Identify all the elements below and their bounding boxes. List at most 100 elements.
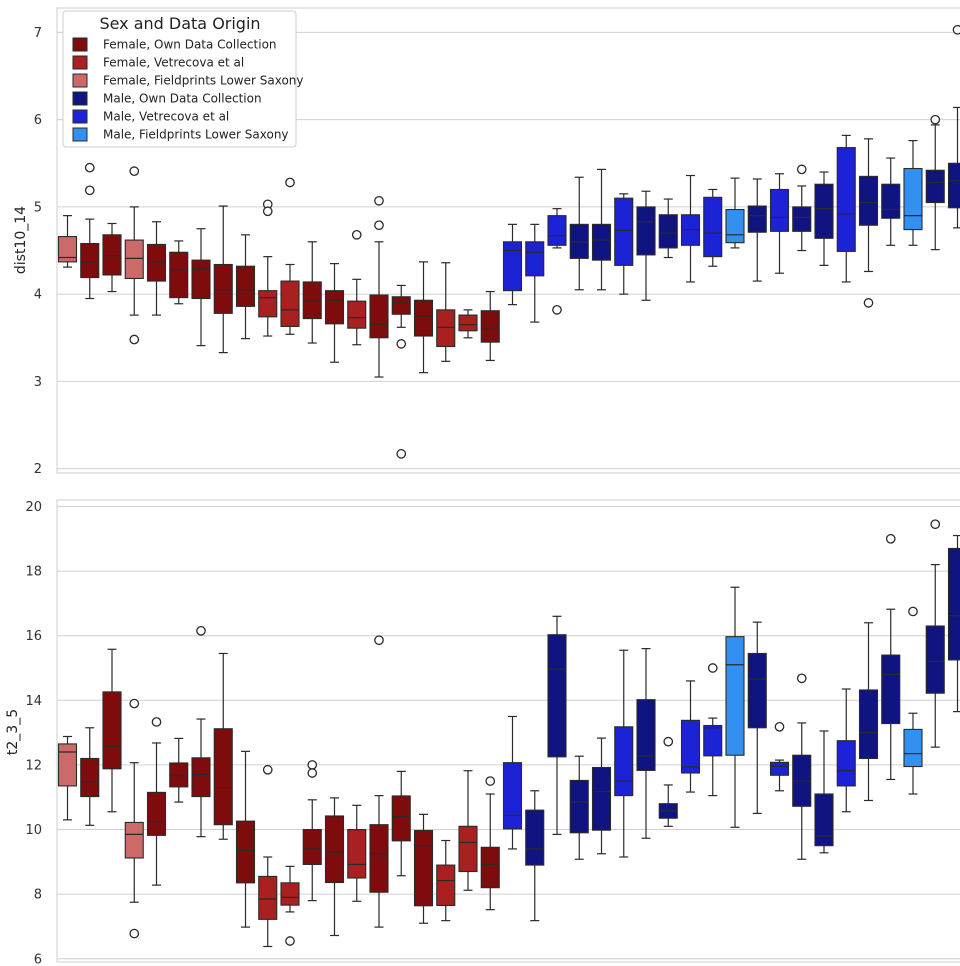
y-tick-label: 7 — [34, 26, 42, 41]
box-11 — [302, 760, 322, 902]
box-36 — [858, 622, 879, 802]
outlier-point — [930, 519, 941, 530]
box-6 — [191, 625, 211, 838]
box-body — [169, 251, 189, 299]
plot-frame-1 — [56, 499, 960, 963]
box-body — [369, 294, 389, 339]
box-25 — [614, 193, 634, 295]
box-body — [80, 243, 100, 279]
box-body — [547, 215, 567, 246]
box-2 — [102, 648, 122, 813]
box-36 — [858, 138, 879, 308]
outlier-point — [885, 533, 896, 544]
box-body — [458, 825, 478, 873]
box-37 — [881, 157, 901, 246]
box-2 — [102, 222, 122, 293]
outlier-point — [307, 768, 318, 778]
legend-entry-0: Female, Own Data Collection — [72, 37, 277, 52]
box-7 — [213, 205, 233, 354]
box-29 — [703, 663, 723, 797]
y-tick-label: 4 — [34, 288, 42, 303]
box-body — [146, 791, 167, 836]
box-32 — [769, 721, 790, 792]
box-body — [235, 820, 256, 884]
y-tick-label: 6 — [34, 952, 42, 966]
box-body — [858, 175, 879, 226]
outlier-point — [307, 760, 318, 770]
box-17 — [436, 262, 456, 362]
box-15 — [391, 770, 411, 877]
outlier-point — [285, 177, 295, 188]
legend-entry-3: Male, Own Data Collection — [72, 91, 262, 106]
box-body — [636, 699, 656, 771]
legend-swatch — [72, 91, 88, 106]
y-tick-label: 14 — [25, 694, 42, 709]
box-21 — [525, 223, 545, 323]
legend-label: Male, Vetrecova et al — [103, 110, 229, 124]
y-axis-label-bottom: t2_3_5 — [5, 709, 21, 755]
box-0 — [57, 735, 78, 821]
legend-frame — [62, 10, 297, 148]
box-body — [925, 625, 945, 694]
outlier-point — [796, 673, 807, 684]
box-40 — [947, 534, 960, 713]
outlier-point — [952, 24, 960, 35]
box-12 — [324, 263, 345, 363]
box-35 — [836, 688, 856, 813]
box-body — [213, 728, 233, 826]
box-body — [391, 296, 411, 315]
box-39 — [925, 114, 945, 251]
box-16 — [413, 813, 434, 924]
box-body — [703, 196, 723, 258]
box-body — [525, 809, 545, 866]
box-8 — [235, 234, 256, 340]
outlier-point — [262, 206, 273, 217]
legend-label: Female, Vetrecova et al — [103, 56, 244, 70]
box-14 — [369, 195, 389, 378]
box-35 — [836, 134, 856, 283]
box-body — [747, 205, 767, 233]
legend-label: Male, Own Data Collection — [103, 92, 262, 106]
box-23 — [569, 176, 589, 291]
box-34 — [814, 171, 834, 266]
box-4 — [146, 717, 167, 886]
box-23 — [569, 755, 589, 860]
box-29 — [703, 188, 723, 267]
box-21 — [525, 790, 545, 922]
box-40 — [947, 24, 960, 229]
box-body — [947, 547, 960, 661]
legend-swatch — [72, 127, 88, 142]
box-9 — [258, 764, 278, 948]
box-22 — [547, 208, 567, 315]
outlier-point — [908, 606, 918, 617]
top-panel: dist10_14 2 3 4 5 6 7 — [13, 7, 960, 477]
box-body — [258, 290, 278, 318]
box-26 — [636, 648, 656, 839]
outlier-point — [351, 229, 362, 240]
outlier-point — [396, 339, 407, 349]
box-body — [480, 846, 500, 889]
box-3 — [124, 166, 144, 345]
box-body — [881, 654, 901, 725]
box-38 — [903, 140, 923, 246]
box-26 — [636, 190, 656, 301]
box-11 — [302, 241, 322, 344]
box-body — [947, 162, 960, 209]
box-5 — [169, 240, 189, 305]
box-body — [591, 766, 612, 831]
box-10 — [280, 865, 300, 946]
outlier-point — [663, 736, 674, 747]
box-body — [725, 208, 745, 244]
legend: Sex and Data Origin Female, Own Data Col… — [62, 10, 304, 148]
legend-entry-2: Female, Fieldprints Lower Saxony — [72, 73, 304, 88]
y-tick-label: 2 — [34, 462, 42, 477]
y-tick-label: 5 — [34, 200, 42, 215]
box-body — [369, 824, 389, 893]
box-20 — [502, 223, 523, 306]
y-tick-label: 12 — [25, 758, 42, 773]
box-16 — [413, 261, 434, 374]
box-body — [347, 828, 367, 879]
outlier-point — [285, 936, 295, 946]
outlier-point — [129, 928, 140, 939]
